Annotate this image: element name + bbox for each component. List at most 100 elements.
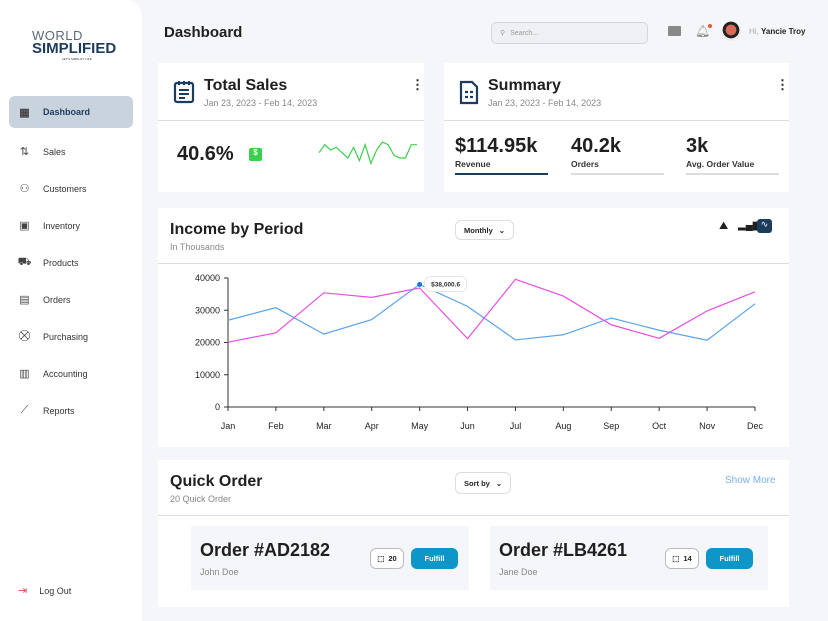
chevron-down-icon: ⌄ [498,225,506,235]
logout-button[interactable]: ⇥ Log Out [18,584,71,597]
accounting-icon: ▥ [19,368,30,380]
card-title: Total Sales [204,77,288,94]
divider [444,120,789,121]
x-tick-label: Jan [221,421,236,431]
stat-underline [571,173,664,175]
x-tick-label: Jul [510,421,522,431]
sidebar-item-label: Sales [43,146,66,157]
quantity-value: 14 [683,554,692,563]
more-options-icon[interactable]: ⋮ [776,77,789,92]
chevron-down-icon: ⌄ [495,478,503,488]
period-value: Monthly [464,225,493,235]
sidebar-item-products[interactable]: ⛟ Products [9,244,133,281]
sidebar-item-label: Accounting [43,368,88,379]
x-tick-label: May [411,421,429,431]
inventory-icon: ▣ [19,220,30,232]
sidebar-item-label: Purchasing [43,331,89,342]
order-card: Order #AD2182 John Doe ⬚ 20 Fulfill [191,526,469,590]
notification-bell-icon[interactable]: 🔔︎ [695,24,713,38]
quick-order-card: Quick Order 20 Quick Order Sort by ⌄ Show… [158,460,789,607]
notification-dot [708,24,713,28]
sidebar-item-accounting[interactable]: ▥ Accounting [9,355,133,392]
income-line-chart: 0 10000 20000 30000 40000 Jan Feb Mar Apr May Jun J… [195,273,764,431]
growth-chart-icon: $ [249,148,262,161]
total-sales-card: Total Sales Jan 23, 2023 - Feb 14, 2023 … [158,63,424,192]
search-placeholder: Search... [510,29,539,37]
logout-label: Log Out [39,585,72,596]
search-input[interactable]: ⚲ Search... [491,22,648,44]
area-chart-icon[interactable]: ⛰ [719,220,729,232]
sidebar-item-label: Reports [43,405,75,416]
sparkline-line [318,141,417,166]
logout-icon: ⇥ [18,585,28,597]
fulfill-button[interactable]: Fulfill [411,548,458,569]
period-select[interactable]: Monthly ⌄ [455,220,515,240]
x-tick-label: Aug [555,421,571,431]
sidebar-item-label: Orders [43,294,71,305]
sidebar-item-dashboard[interactable]: ▦ Dashboard [9,96,133,128]
stat-value: $114.95k [455,135,538,157]
order-card: Order #LB4261 Jane Doe ⬚ 14 Fulfill [490,526,768,590]
bar-chart-icon[interactable]: ▂▄▆ [738,220,761,231]
sidebar-item-inventory[interactable]: ▣ Inventory [9,207,133,244]
x-tick-label: Oct [652,421,667,431]
date-range: Jan 23, 2023 - Feb 14, 2023 [204,98,318,108]
box-icon: ⬚ [377,554,385,563]
logo: WORLD SIMPLIFIED LET'S SIMPLIFY LIFE [32,28,117,61]
sidebar-item-customers[interactable]: ⚇ Customers [9,170,133,207]
reports-icon: ⟋ [20,404,29,416]
sidebar-item-label: Products [43,257,79,268]
sidebar-item-label: Inventory [43,220,81,231]
sidebar-item-label: Dashboard [43,107,91,117]
line-chart-icon[interactable]: ∿ [757,219,772,233]
x-tick-label: Dec [747,421,764,431]
logo-line2: SIMPLIFIED [32,40,117,57]
quantity-value: 20 [388,554,397,563]
cart-icon: ⛟ [17,255,32,268]
fulfill-button[interactable]: Fulfill [706,548,753,569]
sidebar: WORLD SIMPLIFIED LET'S SIMPLIFY LIFE ▦ Da… [0,0,142,621]
tooltip [424,275,468,292]
sales-sparkline [318,141,417,166]
calendar-icon [173,81,195,104]
stat-underline [455,173,548,175]
user-name: Yancie Troy [761,27,806,36]
card-title: Income by Period [170,221,304,238]
x-tick-label: Mar [316,421,332,431]
tooltip-label: $38,000.6 [431,281,460,288]
sales-percentage: 40.6% [177,143,234,165]
avatar[interactable] [721,21,741,41]
x-tick-label: Sep [603,421,619,431]
stat-label: Revenue [455,159,491,169]
card-title: Quick Order [170,473,263,490]
sidebar-nav: ▦ Dashboard ⇅ Sales ⚇ Customers ▣ Inventory … [9,96,133,429]
sort-label: Sort by [464,478,490,488]
sidebar-item-purchasing[interactable]: ⛒ Purchasing [9,318,133,355]
divider [158,263,789,264]
sidebar-item-reports[interactable]: ⟋ Reports [9,392,133,429]
sort-select[interactable]: Sort by ⌄ [455,472,512,494]
stat-underline [686,173,779,175]
divider [158,120,424,121]
logo-tagline: LET'S SIMPLIFY LIFE [62,57,92,61]
greeting-text: Hi, [749,27,759,36]
highlight-point[interactable] [417,281,423,287]
sidebar-item-sales[interactable]: ⇅ Sales [9,133,133,170]
sidebar-item-label: Customers [43,183,87,194]
x-tick-label: Jun [460,421,475,431]
show-more-link[interactable]: Show More [725,475,776,486]
sidebar-item-orders[interactable]: ▤ Orders [9,281,133,318]
user-greeting[interactable]: Hi, Yancie Troy [749,27,805,36]
purchasing-icon: ⛒ [18,330,31,342]
mail-icon[interactable] [668,26,681,36]
stat-revenue[interactable]: $114.95k Revenue [455,135,548,175]
y-tick-label: 20000 [195,338,220,348]
stat-value: 40.2k [571,135,622,157]
series-line [227,283,756,341]
stat-avg-order-value[interactable]: 3k Avg. Order Value [686,135,779,175]
stat-orders[interactable]: 40.2k Orders [571,135,664,175]
y-tick-label: 10000 [195,370,220,380]
more-options-icon[interactable]: ⋮ [411,77,424,92]
logo-line1: WORLD [32,28,83,43]
order-id: Order #AD2182 [200,540,331,560]
